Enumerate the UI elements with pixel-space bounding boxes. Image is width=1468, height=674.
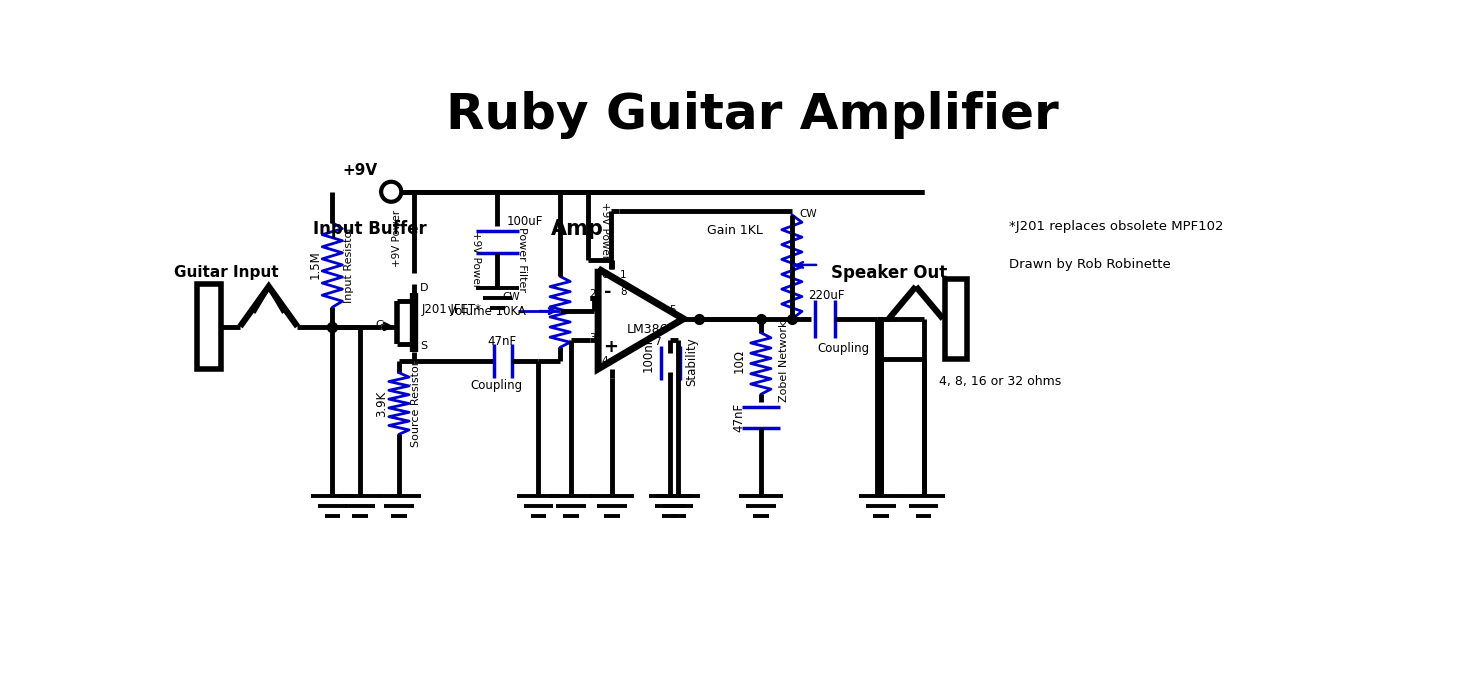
Text: Ruby Guitar Amplifier: Ruby Guitar Amplifier [446,91,1058,139]
Text: 4: 4 [602,356,608,366]
Text: CW: CW [800,209,818,219]
Text: +9V: +9V [342,162,377,178]
Text: 6: 6 [602,270,608,280]
Text: *J201 replaces obsolete MPF102: *J201 replaces obsolete MPF102 [1009,220,1223,233]
Text: Coupling: Coupling [818,342,869,355]
Text: 47nF: 47nF [487,336,517,348]
Text: 4, 8, 16 or 32 ohms: 4, 8, 16 or 32 ohms [940,375,1061,388]
Text: +9V Power: +9V Power [392,210,402,266]
Text: +9V Power: +9V Power [600,202,611,259]
Text: 10Ω: 10Ω [733,349,746,373]
Text: 3.9K: 3.9K [376,390,389,417]
Text: Zobel Network: Zobel Network [780,320,790,402]
Text: 7: 7 [653,337,661,347]
Text: 1: 1 [619,270,627,280]
Text: 8: 8 [619,287,627,297]
Text: S: S [420,341,427,350]
Text: D: D [420,283,429,293]
Text: +9V Power: +9V Power [471,231,480,288]
Text: Source Resistor: Source Resistor [411,361,421,447]
Text: Coupling: Coupling [470,379,523,392]
Text: LM386: LM386 [627,323,668,336]
Text: 100nF: 100nF [642,335,655,371]
Text: 5: 5 [669,305,677,315]
Text: Guitar Input: Guitar Input [173,265,279,280]
Text: 2: 2 [589,289,596,299]
Text: 3: 3 [589,333,596,343]
Text: Drawn by Rob Robinette: Drawn by Rob Robinette [1009,258,1170,272]
Text: 47nF: 47nF [733,403,746,432]
Text: Gain 1KL: Gain 1KL [706,224,762,237]
Text: Speaker Out: Speaker Out [831,264,947,282]
Text: G: G [374,320,383,330]
Text: -: - [603,283,611,301]
Text: Power Filter: Power Filter [517,227,527,292]
Bar [945,279,967,359]
Text: Stability: Stability [686,337,699,386]
Text: CW: CW [502,293,520,302]
Bar [198,284,220,369]
Text: 220uF: 220uF [809,289,844,302]
Text: 100uF: 100uF [506,214,543,228]
Text: Input Buffer: Input Buffer [313,220,426,238]
Text: Amp: Amp [550,219,603,239]
Text: Input Resistor: Input Resistor [345,226,354,303]
Text: 1.5M: 1.5M [308,251,321,279]
Text: J201 JFET*: J201 JFET* [421,303,482,316]
Text: Volume 10KA: Volume 10KA [448,305,526,317]
Text: +: + [603,338,618,357]
